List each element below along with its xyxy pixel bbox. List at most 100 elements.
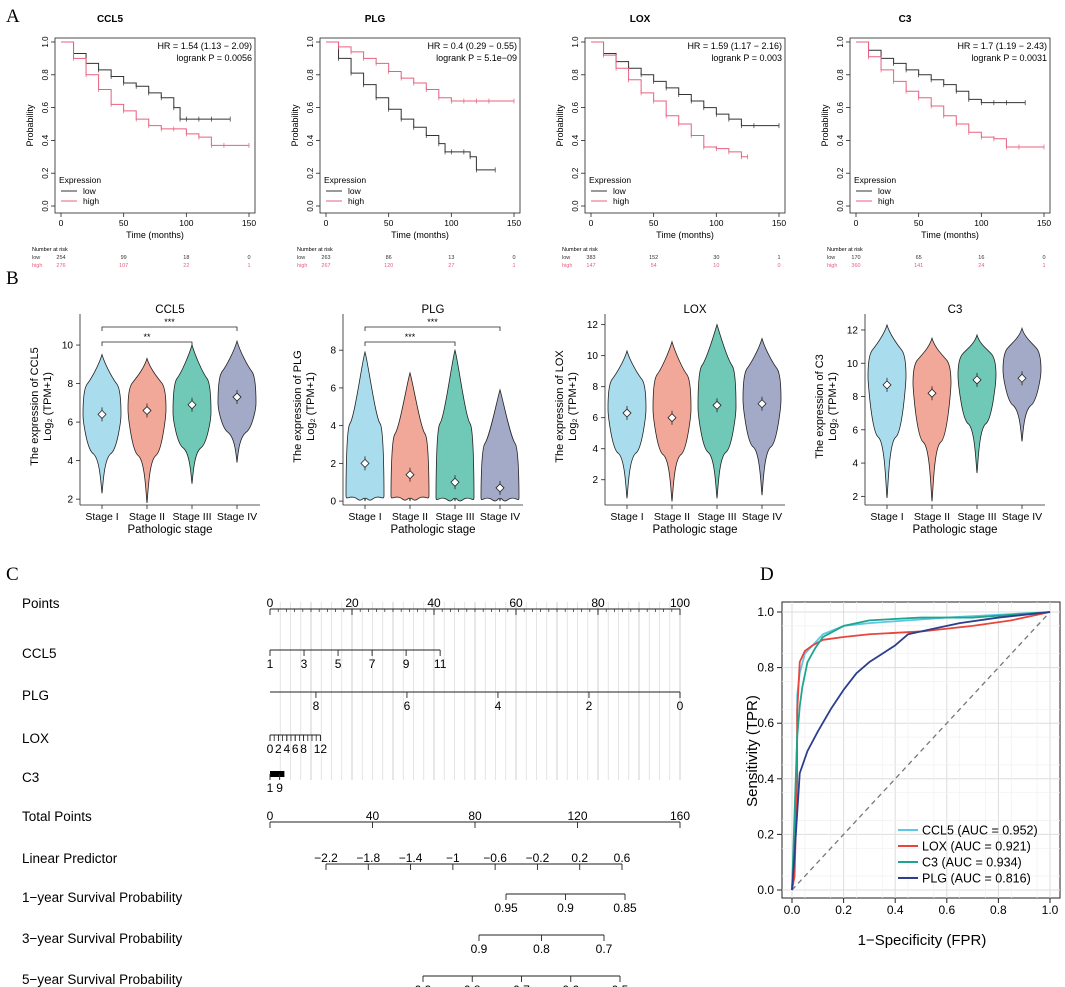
km-y-tick-label: 0.4 [571, 134, 580, 146]
nomogram-tick-label: 12 [314, 742, 328, 756]
violin-x-tick-label: Stage II [654, 511, 690, 523]
roc-x-tick-label: 0.6 [938, 903, 955, 917]
km-y-tick-label: 0.2 [571, 167, 580, 179]
violin-x-tick-label: Stage I [870, 511, 903, 523]
km-y-tick-label: 0.8 [306, 69, 315, 81]
nomogram-tick-label: 40 [366, 809, 380, 823]
km-risk-value: 0 [512, 255, 515, 261]
violin-x-tick-label: Stage III [697, 511, 736, 523]
violin-significance-label: *** [405, 332, 416, 342]
km-x-axis-label: Time (months) [656, 230, 714, 240]
violin-x-tick-label: Stage IV [217, 511, 257, 523]
violin-x-tick-label: Stage II [129, 511, 165, 523]
km-x-axis-label: Time (months) [126, 230, 184, 240]
nomogram-tick-label: 1 [267, 781, 274, 795]
roc-y-tick-label: 0.0 [757, 883, 774, 897]
nomogram-tick-label: 0.8 [464, 983, 481, 987]
nomogram-tick-label: 6 [292, 742, 299, 756]
violin-shape [867, 323, 907, 499]
nomogram-tick-label: 0.9 [415, 983, 432, 987]
km-y-tick-label: 0.6 [41, 101, 50, 113]
violin-x-tick-label: Stage IV [1002, 511, 1042, 523]
km-x-tick-label: 100 [974, 218, 988, 228]
km-y-tick-label: 0.4 [306, 134, 315, 146]
km-risk-value: 141 [914, 263, 923, 269]
nomogram-tick-label: 9 [276, 781, 283, 795]
violin-median-marker [622, 408, 632, 418]
violin-median-marker [667, 413, 677, 423]
nomogram-tick-label: 11 [434, 657, 447, 671]
km-y-tick-label: 0.6 [836, 101, 845, 113]
km-y-axis-label: Probability [25, 104, 35, 147]
violin-y-tick-label: 8 [592, 382, 598, 393]
violin-y-axis-unit: Log₂ (TPM+1) [42, 372, 54, 441]
km-x-tick-label: 0 [854, 218, 859, 228]
violin-y-axis-label: The expression of CCL5 [29, 347, 41, 466]
km-risk-title: Number at risk [297, 247, 333, 253]
nomogram-row-label: Total Points [22, 809, 92, 824]
nomogram-tick-label: 80 [468, 809, 482, 823]
km-risk-row-label: high [32, 263, 42, 269]
nomogram-tick-label: 160 [670, 809, 690, 823]
km-y-axis-label: Probability [555, 104, 565, 147]
nomogram-tick-label: 0 [267, 742, 274, 756]
violin-y-tick-label: 4 [330, 421, 336, 432]
km-plot-frame [319, 37, 521, 214]
violin-median-marker [405, 470, 415, 480]
km-risk-value: 27 [448, 263, 454, 269]
km-x-tick-label: 100 [444, 218, 458, 228]
violin-x-tick-label: Stage I [348, 511, 381, 523]
roc-y-tick-label: 0.2 [757, 827, 774, 841]
nomogram-tick-label: −0.2 [526, 851, 550, 865]
roc-legend-label: PLG (AUC = 0.816) [922, 872, 1031, 886]
km-plot-frame [584, 37, 786, 214]
km-y-tick-label: 0.0 [571, 200, 580, 212]
km-y-axis-label: Probability [290, 104, 300, 147]
nomogram-tick-label: −1 [446, 851, 460, 865]
panel-label-a: A [6, 6, 20, 27]
km-y-tick-label: 0.0 [836, 200, 845, 212]
km-x-axis-label: Time (months) [921, 230, 979, 240]
nomogram-tick-label: 0.95 [494, 901, 518, 915]
violin-shape [742, 337, 782, 496]
violin-y-tick-label: 2 [852, 492, 858, 503]
violin-x-tick-label: Stage I [610, 511, 643, 523]
nomogram-tick-label: 0 [267, 596, 274, 610]
km-y-tick-label: 0.2 [836, 167, 845, 179]
violin-y-tick-label: 10 [587, 351, 599, 362]
km-legend-title: Expression [589, 175, 631, 185]
violin-y-tick-label: 6 [330, 383, 336, 394]
nomogram-row-label: LOX [22, 731, 49, 746]
roc-y-tick-label: 0.8 [757, 661, 774, 675]
km-x-tick-label: 150 [1037, 218, 1051, 228]
violin-median-marker [495, 483, 505, 493]
violin-x-tick-label: Stage II [914, 511, 950, 523]
km-x-tick-label: 50 [649, 218, 659, 228]
km-risk-title: Number at risk [827, 247, 863, 253]
km-y-tick-label: 0.4 [41, 134, 50, 146]
violin-plot-plg: PLG 0 2 4 6 8 The expression of PLG Log₂ (TPM+1… [292, 304, 523, 536]
km-risk-row-label: high [827, 263, 837, 269]
roc-curve [791, 611, 1051, 891]
nomogram-tick-label: 0.2 [571, 851, 588, 865]
violin-title: PLG [421, 304, 444, 316]
km-y-tick-label: 1.0 [571, 36, 580, 48]
km-legend-label-low: low [878, 186, 892, 196]
km-y-tick-label: 0.8 [41, 69, 50, 81]
km-y-tick-label: 0.2 [41, 167, 50, 179]
violin-shape [912, 336, 952, 502]
km-plot-plg: PLG 0 50 100 150 0.0 0.2 0.4 0.6 0.8 1.0 Time (mont… [290, 14, 521, 269]
nomogram-tick-label: 5 [335, 657, 342, 671]
km-x-tick-label: 150 [507, 218, 521, 228]
violin-title: LOX [683, 304, 706, 316]
violin-median-marker [972, 375, 982, 385]
km-hazard-ratio: HR = 1.54 (1.13 − 2.09) [157, 41, 252, 51]
km-y-tick-label: 0.4 [836, 134, 845, 146]
violin-y-tick-label: 4 [852, 459, 858, 470]
km-risk-value: 152 [649, 255, 658, 261]
km-risk-value: 0 [247, 255, 250, 261]
nomogram-tick-label: 0.7 [513, 983, 530, 987]
km-legend-title: Expression [324, 175, 366, 185]
nomogram-tick-label: 100 [670, 596, 690, 610]
